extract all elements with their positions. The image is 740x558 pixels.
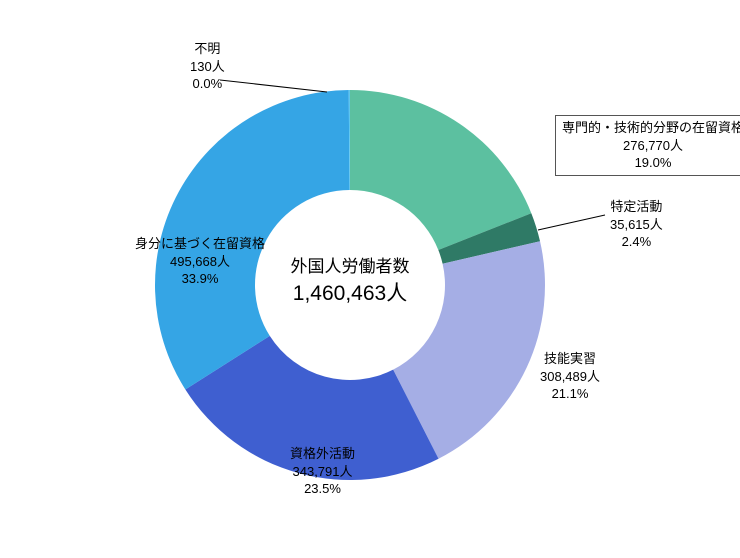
slice-people: 308,489人 bbox=[540, 368, 600, 386]
slice-people: 276,770人 bbox=[562, 137, 740, 155]
slice-name: 技能実習 bbox=[540, 350, 600, 368]
slice-pct: 21.1% bbox=[540, 385, 600, 403]
slice-name: 特定活動 bbox=[610, 198, 663, 216]
pie-chart: 外国人労働者数 1,460,463人 専門的・技術的分野の在留資格276,770… bbox=[0, 0, 740, 558]
slice-label: 技能実習308,489人21.1% bbox=[540, 350, 600, 403]
slice-pct: 2.4% bbox=[610, 233, 663, 251]
center-title: 外国人労働者数 bbox=[260, 255, 440, 279]
slice-name: 身分に基づく在留資格 bbox=[135, 235, 265, 253]
slice-label: 身分に基づく在留資格495,668人33.9% bbox=[135, 235, 265, 288]
slice-label: 専門的・技術的分野の在留資格276,770人19.0% bbox=[555, 115, 740, 176]
slice-people: 130人 bbox=[190, 58, 225, 76]
slice-people: 35,615人 bbox=[610, 216, 663, 234]
slice-label: 特定活動35,615人2.4% bbox=[610, 198, 663, 251]
slice-pct: 23.5% bbox=[290, 480, 355, 498]
slice-people: 495,668人 bbox=[135, 253, 265, 271]
slice-people: 343,791人 bbox=[290, 463, 355, 481]
slice-name: 専門的・技術的分野の在留資格 bbox=[562, 119, 740, 137]
slice-name: 資格外活動 bbox=[290, 445, 355, 463]
slice-label: 不明130人0.0% bbox=[190, 40, 225, 93]
center-value: 1,460,463人 bbox=[260, 279, 440, 308]
leader-line bbox=[538, 215, 605, 230]
slice-label: 資格外活動343,791人23.5% bbox=[290, 445, 355, 498]
slice-pct: 19.0% bbox=[562, 154, 740, 172]
slice-pct: 33.9% bbox=[135, 270, 265, 288]
center-label: 外国人労働者数 1,460,463人 bbox=[260, 255, 440, 308]
leader-line bbox=[220, 80, 327, 92]
slice-pct: 0.0% bbox=[190, 75, 225, 93]
slice-name: 不明 bbox=[190, 40, 225, 58]
